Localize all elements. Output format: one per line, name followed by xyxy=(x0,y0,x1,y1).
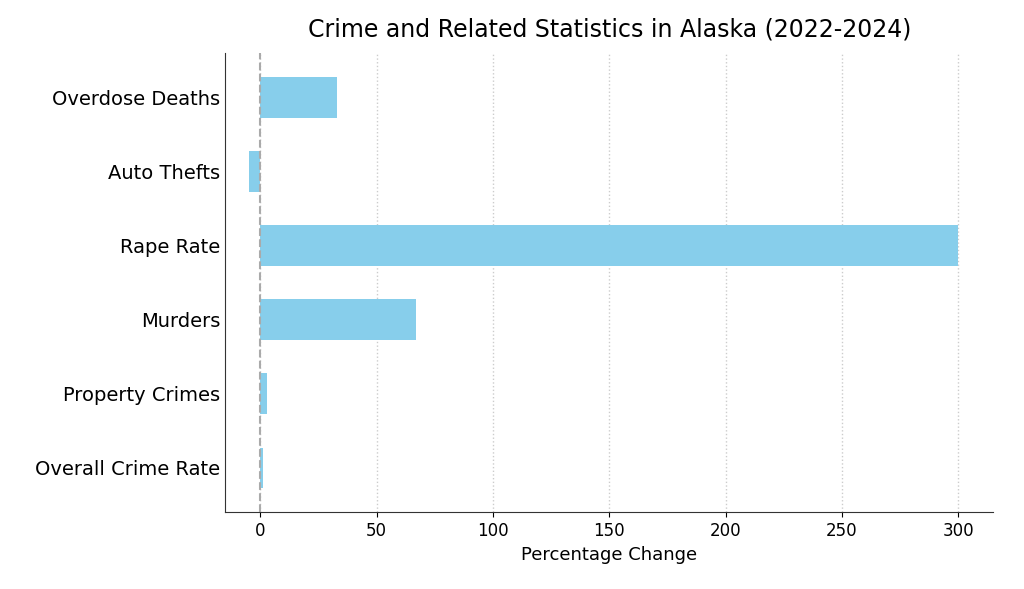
Bar xyxy=(260,299,416,340)
Title: Crime and Related Statistics in Alaska (2022-2024): Crime and Related Statistics in Alaska (… xyxy=(307,17,911,41)
X-axis label: Percentage Change: Percentage Change xyxy=(521,545,697,564)
Bar xyxy=(260,373,267,414)
Bar xyxy=(249,151,260,192)
Bar xyxy=(260,448,262,488)
Bar xyxy=(260,225,958,266)
Bar xyxy=(260,77,337,118)
